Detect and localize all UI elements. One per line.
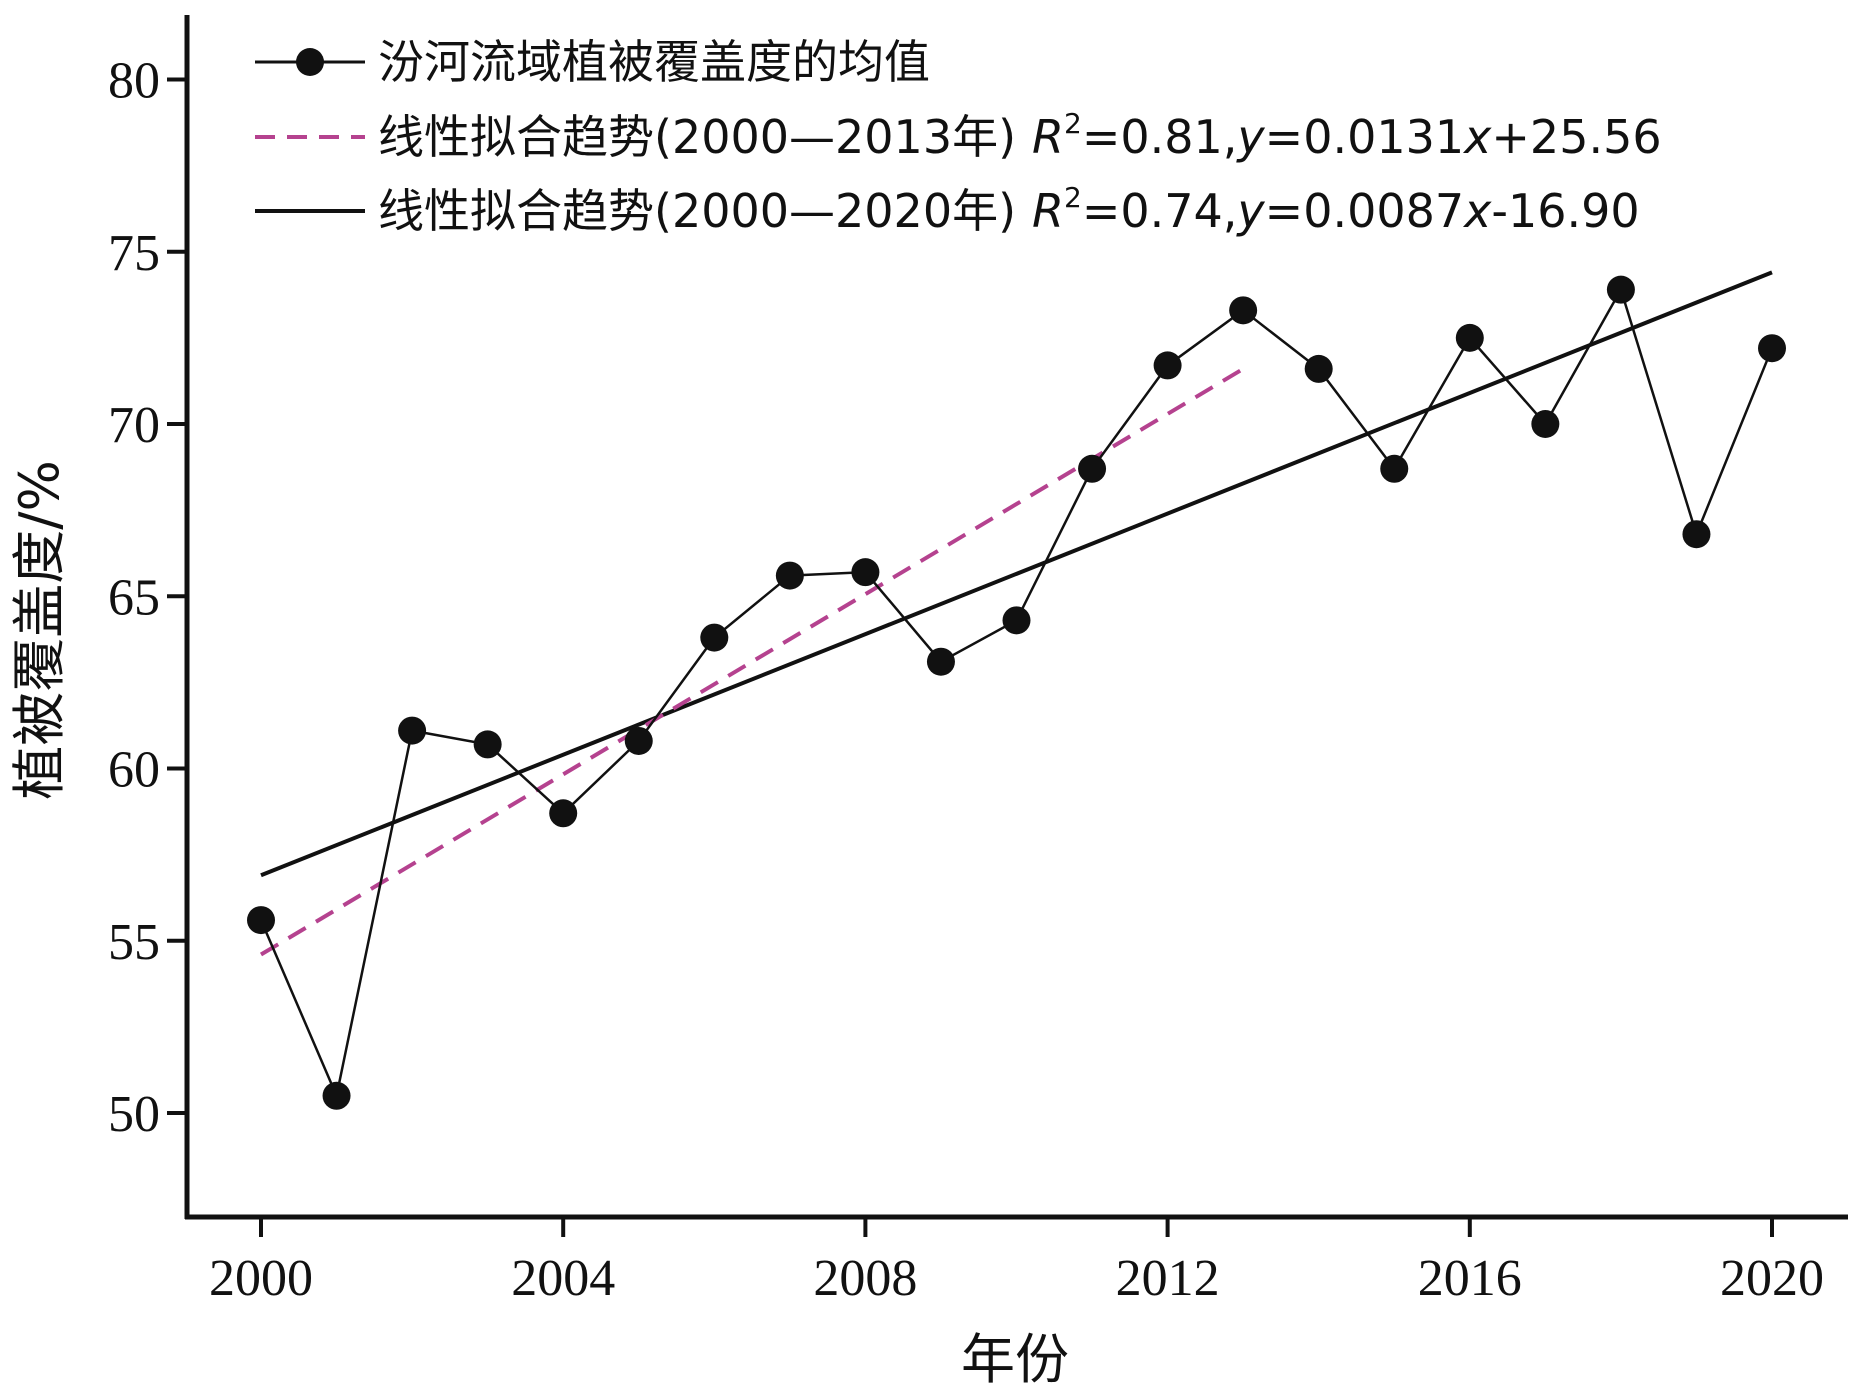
data-point (398, 716, 427, 745)
legend-label-fit-2020: 线性拟合趋势(2000—2020年) R2=0.74,y=0.0087x-16.9… (378, 181, 1640, 238)
legend-fit-2020-sup: 2 (1064, 181, 1082, 214)
data-point (624, 726, 653, 755)
data-point (1455, 323, 1484, 352)
x-tick-label: 2008 (813, 1250, 917, 1307)
legend-fit-2013-y: y (1235, 110, 1265, 164)
trend-line-2000-2020 (260, 270, 1773, 878)
legend-label-mean: 汾河流域植被覆盖度的均值 (378, 35, 930, 89)
y-tick-label: 60 (108, 742, 160, 799)
y-axis-ticks: 50 55 60 65 70 75 80 (108, 53, 187, 1143)
x-tick-label: 2004 (511, 1250, 615, 1307)
legend-fit-2020-coef: =0.0087 (1265, 184, 1465, 238)
x-axis-title: 年份 (961, 1328, 1069, 1391)
trend-line-all-segment (260, 270, 1773, 878)
mean-coverage-series (247, 275, 1786, 1110)
data-point (247, 906, 275, 935)
legend-fit-2013-x: x (1462, 110, 1492, 164)
data-point (1304, 354, 1333, 383)
data-point (1682, 520, 1711, 549)
data-point (322, 1081, 351, 1110)
data-point (473, 730, 502, 759)
legend-fit-2020-name: 线性拟合趋势(2000—2020年) (378, 184, 1016, 238)
y-tick-label: 65 (108, 569, 160, 626)
data-point (851, 558, 880, 587)
legend: 汾河流域植被覆盖度的均值 线性拟合趋势(2000—2013年) R2=0.81,y… (250, 25, 1662, 250)
legend-marker-mean (296, 48, 324, 76)
legend-fit-2020-r2: =0.74, (1082, 184, 1238, 238)
data-point (549, 799, 578, 828)
data-point (1606, 275, 1635, 304)
legend-background (250, 25, 1655, 250)
legend-fit-2013-name: 线性拟合趋势(2000—2013年) (378, 110, 1016, 164)
legend-fit-2013-sup: 2 (1064, 107, 1082, 140)
legend-fit-2020-const: -16.90 (1491, 184, 1639, 238)
y-tick-label: 70 (108, 397, 160, 454)
legend-fit-2013-const: +25.56 (1491, 110, 1661, 164)
legend-fit-2013-r2: =0.81, (1082, 110, 1238, 164)
x-axis-ticks: 2000 2004 2008 2012 2016 2020 (209, 1217, 1824, 1307)
data-point (1002, 606, 1031, 635)
data-point (1531, 410, 1560, 438)
y-tick-label: 55 (108, 914, 160, 971)
x-tick-label: 2012 (1116, 1250, 1220, 1307)
data-point (700, 623, 729, 652)
data-point (1153, 351, 1182, 380)
x-tick-label: 2020 (1720, 1250, 1824, 1307)
y-tick-label: 50 (108, 1086, 160, 1143)
data-point (926, 647, 955, 676)
data-point (1380, 454, 1409, 483)
legend-fit-2020-r: R (1032, 184, 1064, 238)
data-point (1229, 296, 1258, 325)
x-tick-label: 2000 (209, 1250, 313, 1307)
legend-fit-2020-y: y (1235, 184, 1265, 238)
legend-fit-2020-x: x (1462, 184, 1492, 238)
data-point (775, 561, 804, 590)
data-point (1078, 454, 1107, 483)
y-tick-label: 75 (108, 225, 160, 282)
data-point (1758, 334, 1786, 363)
legend-fit-2013-r: R (1032, 110, 1064, 164)
legend-label-fit-2013: 线性拟合趋势(2000—2013年) R2=0.81,y=0.0131x+25.5… (378, 107, 1662, 164)
x-tick-label: 2016 (1418, 1250, 1522, 1307)
y-axis-title: 植被覆盖度/% (8, 460, 71, 800)
legend-fit-2013-coef: =0.0131 (1265, 110, 1465, 164)
y-tick-label: 80 (108, 53, 160, 110)
